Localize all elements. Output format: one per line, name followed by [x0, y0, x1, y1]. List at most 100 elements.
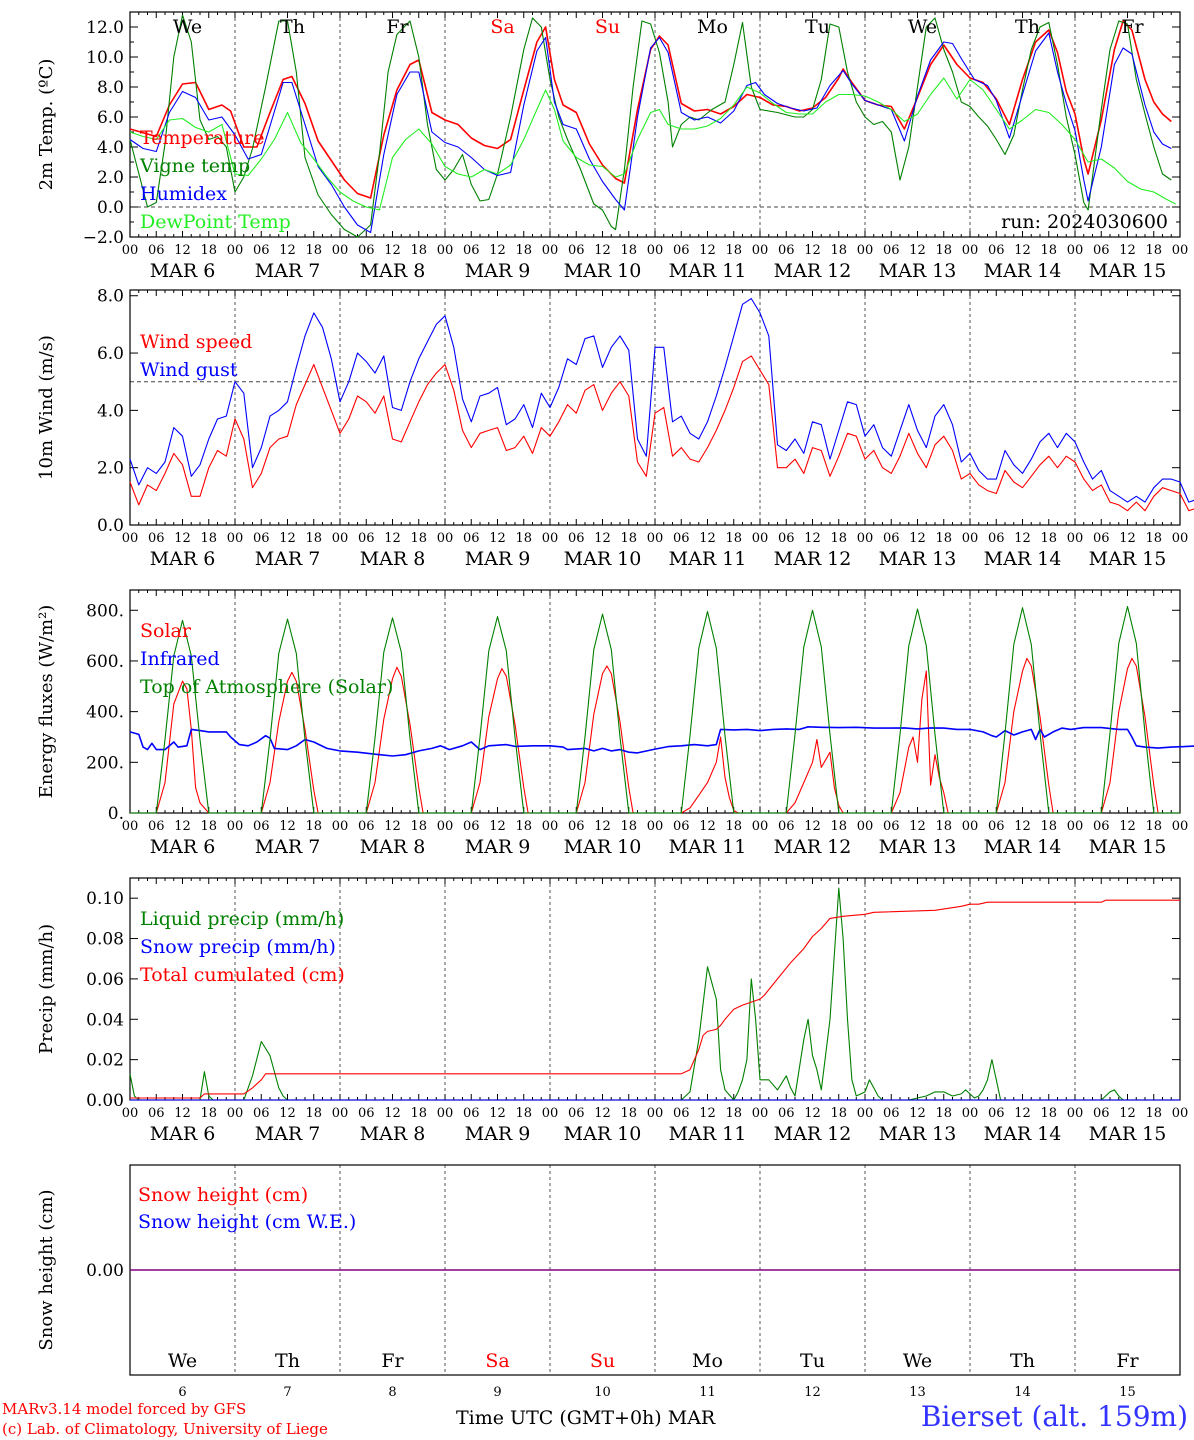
y-tick-label: 0.10 [86, 889, 124, 909]
hour-tick-label: 12 [174, 819, 191, 834]
hour-tick-label: 06 [1093, 531, 1110, 546]
hour-tick-label: 06 [988, 1106, 1005, 1121]
hour-tick-label: 18 [620, 243, 637, 258]
hour-tick-label: 18 [620, 819, 637, 834]
y-tick-label: 0.08 [86, 930, 124, 950]
hour-tick-label: 18 [620, 1106, 637, 1121]
weekday-label: Th [280, 16, 305, 38]
model-credit-line: MARv3.14 model forced by GFS [2, 1400, 247, 1418]
hour-tick-label: 18 [200, 531, 217, 546]
date-label: MAR 10 [564, 1123, 642, 1145]
date-label: MAR 8 [360, 548, 426, 570]
hour-tick-label: 18 [1145, 819, 1162, 834]
date-label: MAR 6 [150, 836, 216, 858]
hour-tick-label: 18 [1145, 243, 1162, 258]
hour-tick-label: 18 [935, 531, 952, 546]
hour-tick-label: 06 [988, 531, 1005, 546]
date-label: MAR 12 [774, 1123, 852, 1145]
hour-tick-label: 00 [962, 531, 979, 546]
y-tick-label: 0. [108, 804, 124, 824]
hour-tick-label: 00 [332, 243, 349, 258]
hour-tick-label: 12 [1014, 819, 1031, 834]
hour-tick-label: 06 [883, 819, 900, 834]
hour-tick-label: 00 [227, 243, 244, 258]
day-number-label: 7 [283, 1385, 291, 1400]
hour-tick-label: 12 [279, 531, 296, 546]
hour-tick-label: 12 [489, 531, 506, 546]
legend-entry: DewPoint Temp [140, 211, 291, 233]
hour-tick-label: 18 [1145, 531, 1162, 546]
date-label: MAR 11 [669, 548, 747, 570]
hour-tick-label: 12 [1119, 243, 1136, 258]
hour-tick-label: 18 [1145, 1106, 1162, 1121]
y-tick-label: 4.0 [97, 401, 124, 421]
date-label: MAR 9 [465, 1123, 531, 1145]
hour-tick-label: 00 [1067, 1106, 1084, 1121]
day-number-label: 6 [178, 1385, 186, 1400]
hour-tick-label: 12 [594, 243, 611, 258]
panel-precip: 0.00 0.02 0.04 0.06 0.08 0.10 Precip (mm/h) 00 0… [36, 877, 1189, 1145]
hour-tick-label: 00 [647, 819, 664, 834]
hour-tick-label: 18 [410, 243, 427, 258]
hour-tick-label: 18 [725, 819, 742, 834]
y-tick-label: −2.0 [83, 228, 124, 248]
hour-tick-label: 12 [1014, 243, 1031, 258]
date-label: MAR 6 [150, 548, 216, 570]
hour-tick-label: 12 [489, 1106, 506, 1121]
y-tick-label: 0.00 [86, 1091, 124, 1111]
panel-energy: 0. 200. 400. 600. 800. Energy fluxes (W/m²) 00… [36, 589, 1194, 858]
hour-tick-label: 06 [568, 243, 585, 258]
date-label: MAR 7 [255, 260, 321, 282]
hour-tick-label: 06 [1093, 819, 1110, 834]
day-number-label: 15 [1119, 1385, 1136, 1400]
x-axis-title-month: MAR [667, 1407, 716, 1429]
hour-tick-label: 12 [804, 1106, 821, 1121]
hour-tick-label: 00 [1172, 1106, 1189, 1121]
hour-tick-label: 00 [647, 531, 664, 546]
y-tick-label: 0.0 [97, 516, 124, 536]
legend-entry: Snow height (cm) [138, 1184, 308, 1206]
date-label: MAR 15 [1089, 260, 1167, 282]
hour-tick-label: 06 [358, 1106, 375, 1121]
weekday-label: We [908, 16, 937, 38]
hour-tick-label: 06 [568, 1106, 585, 1121]
day-number-label: 11 [699, 1385, 716, 1400]
hour-tick-label: 12 [699, 1106, 716, 1121]
hour-tick-label: 00 [332, 1106, 349, 1121]
series-line [130, 657, 1180, 814]
hour-tick-label: 18 [305, 1106, 322, 1121]
lab-credit-line: (c) Lab. of Climatology, University of L… [2, 1420, 328, 1438]
y-tick-label: 2.0 [97, 168, 124, 188]
series-line [129, 14, 1172, 238]
date-label: MAR 8 [360, 836, 426, 858]
legend-entry: Top of Atmosphere (Solar) [140, 676, 393, 698]
hour-tick-label: 12 [174, 1106, 191, 1121]
series-line [129, 725, 1194, 757]
day-number-label: 12 [804, 1385, 821, 1400]
weekday-label: Fr [1116, 1350, 1139, 1372]
hour-tick-label: 12 [384, 531, 401, 546]
date-label: MAR 14 [984, 548, 1062, 570]
hour-tick-label: 00 [542, 1106, 559, 1121]
legend-entry: Solar [140, 620, 192, 642]
date-label: MAR 12 [774, 836, 852, 858]
hour-tick-label: 12 [699, 243, 716, 258]
hour-tick-label: 06 [673, 1106, 690, 1121]
date-label: MAR 7 [255, 1123, 321, 1145]
date-label: MAR 10 [564, 836, 642, 858]
hour-tick-label: 18 [830, 243, 847, 258]
y-tick-label: 6.0 [97, 108, 124, 128]
hour-tick-label: 12 [384, 1106, 401, 1121]
hour-tick-label: 06 [148, 243, 165, 258]
date-label: MAR 7 [255, 836, 321, 858]
hour-tick-label: 00 [857, 1106, 874, 1121]
hour-tick-label: 18 [515, 819, 532, 834]
date-label: MAR 14 [984, 836, 1062, 858]
hour-tick-label: 06 [988, 243, 1005, 258]
series-line [129, 887, 1180, 1101]
hour-tick-label: 00 [122, 1106, 139, 1121]
series-line [130, 605, 1180, 814]
hour-tick-label: 06 [358, 531, 375, 546]
legend-entry: Vigne temp [139, 155, 250, 177]
